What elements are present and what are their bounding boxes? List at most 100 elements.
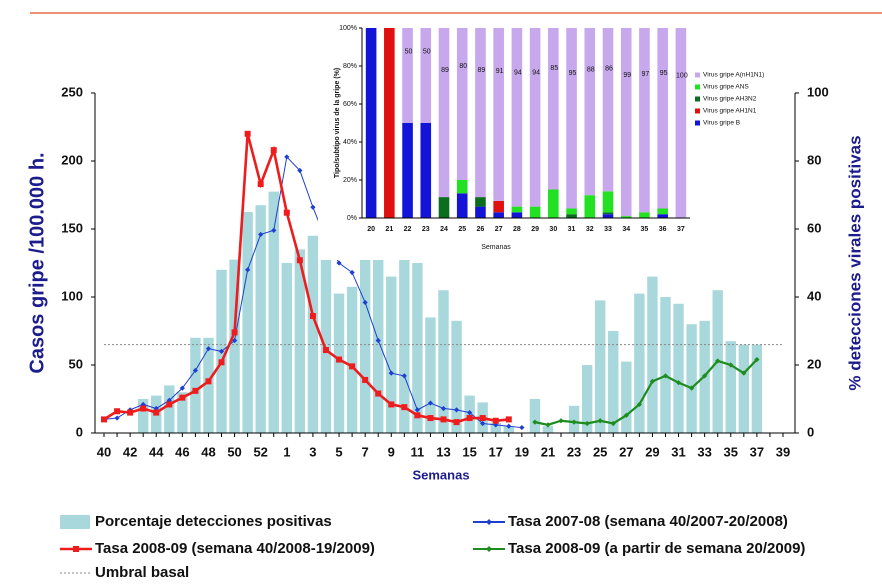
x-tick-label: 7 [362, 444, 369, 459]
marker [636, 401, 642, 408]
x-tick-label: 46 [175, 444, 189, 459]
bar [660, 297, 671, 433]
marker [414, 407, 420, 413]
y2-tick-label: 0 [807, 424, 814, 439]
bar [673, 303, 684, 433]
marker [244, 130, 251, 137]
marker [231, 329, 238, 336]
marker [440, 416, 447, 423]
legend-swatch [695, 72, 700, 78]
stacked-bar [639, 28, 650, 213]
marker [375, 337, 381, 344]
bar [568, 405, 580, 433]
x-tick-label: 32 [586, 226, 594, 233]
bar [333, 293, 345, 433]
x-axis-title: Semanas [481, 244, 511, 251]
legend-label: Umbral basal [95, 564, 189, 581]
marker [179, 385, 185, 391]
marker [545, 422, 551, 428]
data-label: 50 [423, 49, 431, 56]
x-tick-label: 3 [309, 444, 316, 459]
marker [322, 347, 329, 354]
bar [647, 276, 658, 433]
bar [307, 235, 319, 433]
stacked-bar [602, 212, 614, 215]
marker [662, 373, 669, 379]
marker [623, 412, 629, 418]
legend-swatch [60, 515, 90, 529]
legend-swatch [695, 84, 700, 90]
marker [309, 313, 316, 320]
legend-label: Porcentaje detecciones positivas [95, 513, 332, 530]
data-label: 95 [569, 70, 577, 77]
marker [140, 405, 147, 412]
stacked-bar [639, 212, 650, 218]
stacked-bar [584, 195, 596, 218]
marker [401, 373, 407, 379]
y-tick-label: 0% [347, 215, 357, 222]
x-tick-label: 13 [436, 444, 450, 459]
marker [245, 267, 251, 273]
x-tick-label: 37 [750, 444, 764, 459]
marker [492, 417, 499, 424]
marker [205, 346, 212, 352]
marker [388, 401, 395, 408]
marker [388, 370, 394, 376]
stacked-bar [475, 197, 486, 207]
marker [101, 416, 107, 423]
x-tick-label: 19 [515, 444, 529, 459]
data-label: 95 [660, 70, 668, 77]
marker [166, 397, 172, 403]
stacked-bar [602, 191, 614, 213]
y2-tick-label: 20 [807, 356, 821, 371]
marker [166, 401, 173, 408]
legend-marker [486, 519, 492, 525]
stacked-bar [438, 28, 450, 198]
stacked-bar [511, 212, 523, 218]
marker [349, 363, 356, 370]
marker [688, 385, 695, 391]
y2-tick-label: 80 [807, 152, 821, 167]
marker [754, 356, 760, 363]
marker [336, 356, 343, 363]
bar [294, 249, 306, 433]
legend-label: Tasa 2008-09 (semana 40/2008-19/2009) [95, 540, 375, 557]
marker [192, 367, 199, 374]
x-tick-label: 42 [123, 444, 137, 459]
x-tick-label: 25 [458, 226, 466, 233]
bar [399, 259, 410, 433]
stacked-bar [456, 193, 468, 218]
bar [581, 365, 593, 433]
marker [401, 404, 408, 411]
legend-label: Tasa 2007-08 (semana 40/2007-20/2008) [508, 513, 788, 530]
y-tick-label: 200 [61, 152, 83, 167]
y-tick-label: 20% [343, 177, 357, 184]
stacked-bar [620, 28, 632, 217]
stacked-bar [384, 28, 395, 218]
marker [218, 348, 225, 354]
y-tick-label: 100% [339, 25, 357, 32]
data-label: 88 [587, 67, 595, 74]
x-tick-label: 5 [335, 444, 342, 459]
stacked-bar [493, 212, 504, 218]
x-tick-label: 31 [671, 444, 685, 459]
y-tick-label: 150 [61, 220, 83, 235]
bar [608, 331, 619, 433]
bar [438, 290, 449, 433]
marker [519, 424, 525, 431]
marker [453, 407, 460, 413]
x-tick-label: 50 [227, 444, 241, 459]
data-label: 94 [532, 69, 540, 76]
stacked-bar [475, 28, 486, 198]
marker [440, 405, 447, 412]
marker [558, 418, 564, 424]
bar [242, 212, 253, 433]
x-tick-label: 44 [149, 444, 164, 459]
bar [255, 205, 266, 433]
bar [425, 317, 436, 433]
stacked-bar [602, 214, 614, 218]
x-tick-label: 35 [641, 226, 649, 233]
marker [728, 362, 734, 368]
marker [505, 416, 512, 423]
